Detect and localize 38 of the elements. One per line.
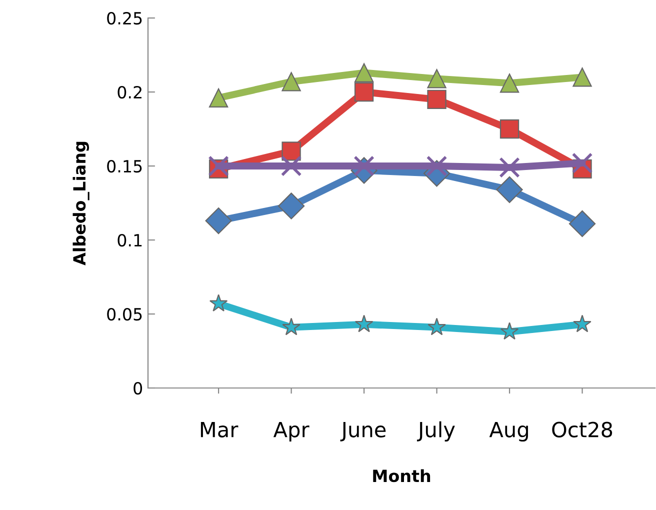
x-axis-title: Month xyxy=(373,469,430,482)
point xyxy=(572,152,593,174)
y-tick-label: 0.05 xyxy=(107,308,142,321)
y-tick-label: 0 xyxy=(134,382,142,395)
point xyxy=(354,314,374,332)
point xyxy=(282,72,301,92)
point xyxy=(568,210,596,238)
point xyxy=(500,119,520,139)
x-tick-label: July xyxy=(416,421,455,442)
x-tick-label: Aug xyxy=(489,422,528,442)
point xyxy=(499,157,520,178)
point xyxy=(573,314,592,332)
x-tick-label: Mar xyxy=(200,422,238,438)
point xyxy=(572,68,592,87)
y-tick-label: 0.15 xyxy=(107,160,142,173)
point xyxy=(209,294,228,312)
point xyxy=(208,88,228,108)
point xyxy=(278,192,305,220)
point xyxy=(282,318,300,336)
point xyxy=(496,176,523,204)
y-tick-label: 0.1 xyxy=(118,234,142,247)
x-tick-label: Apr xyxy=(273,422,310,442)
point xyxy=(208,156,229,176)
point xyxy=(354,82,374,102)
point xyxy=(427,90,446,109)
x-tick-label: Oct28 xyxy=(552,422,612,438)
point xyxy=(282,142,301,161)
y-tick-label: 0.2 xyxy=(118,86,142,99)
point xyxy=(354,63,374,82)
x-tick-label: June xyxy=(340,422,386,442)
point xyxy=(280,156,302,176)
y-axis-title: Albedo_Liang xyxy=(72,142,90,266)
point xyxy=(500,74,520,93)
y-tick-label: 0.25 xyxy=(107,12,142,25)
point xyxy=(500,322,519,340)
point xyxy=(427,69,446,88)
point xyxy=(428,318,446,336)
point xyxy=(205,207,232,234)
